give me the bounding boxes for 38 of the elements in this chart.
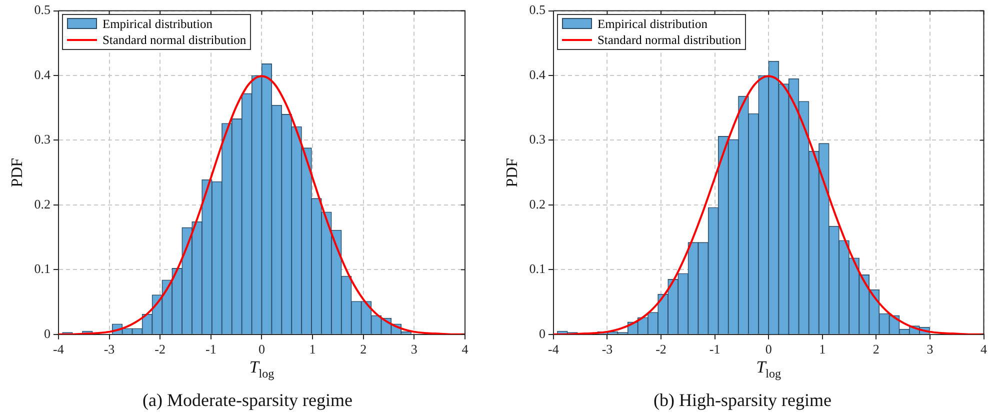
legend-label: Empirical distribution xyxy=(597,16,708,32)
x-tick-label: -4 xyxy=(53,342,64,357)
x-tick-label: 0 xyxy=(258,342,265,357)
y-tick-label: 0.1 xyxy=(529,261,546,276)
y-tick-label: 0.5 xyxy=(34,2,50,18)
x-tick-label: -3 xyxy=(104,342,115,357)
y-axis-title: PDF xyxy=(8,158,26,188)
x-tick-label: 3 xyxy=(926,342,934,357)
y-axis-title: PDF xyxy=(504,158,521,188)
legend-label: Empirical distribution xyxy=(102,16,212,32)
y-tick-label: 0.5 xyxy=(529,2,546,18)
x-tick-label: -1 xyxy=(709,342,720,357)
x-tick-label: 2 xyxy=(360,342,367,357)
x-tick-label: 4 xyxy=(980,342,988,357)
legend-label: Standard normal distribution xyxy=(102,32,246,48)
x-tick-label: 1 xyxy=(819,342,826,357)
y-tick-label: 0 xyxy=(538,326,546,341)
x-tick-label: 1 xyxy=(309,342,316,357)
x-tick-label: 2 xyxy=(872,342,880,357)
x-tick-label: -4 xyxy=(548,342,560,357)
legend-label: Standard normal distribution xyxy=(597,32,742,48)
x-tick-label: -1 xyxy=(205,342,216,357)
x-tick-label: -2 xyxy=(656,342,666,357)
y-tick-label: 0.3 xyxy=(34,132,50,147)
x-tick-label: 0 xyxy=(765,342,772,357)
x-tick-label: 4 xyxy=(462,342,469,357)
y-tick-label: 0.2 xyxy=(529,196,546,212)
x-tick-label: -3 xyxy=(602,342,613,357)
y-tick-label: 0.1 xyxy=(34,261,50,276)
y-tick-label: 0.2 xyxy=(34,196,50,212)
y-tick-label: 0.4 xyxy=(34,66,51,82)
y-tick-label: 0 xyxy=(44,326,50,341)
y-tick-label: 0.3 xyxy=(529,132,546,147)
x-tick-label: 3 xyxy=(410,342,418,357)
text: (a) Moderate-sparsity regime xyxy=(142,390,354,411)
y-tick-label: 0.4 xyxy=(529,66,546,82)
text: (b) High-sparsity regime xyxy=(652,390,832,411)
x-tick-label: -2 xyxy=(154,342,166,357)
